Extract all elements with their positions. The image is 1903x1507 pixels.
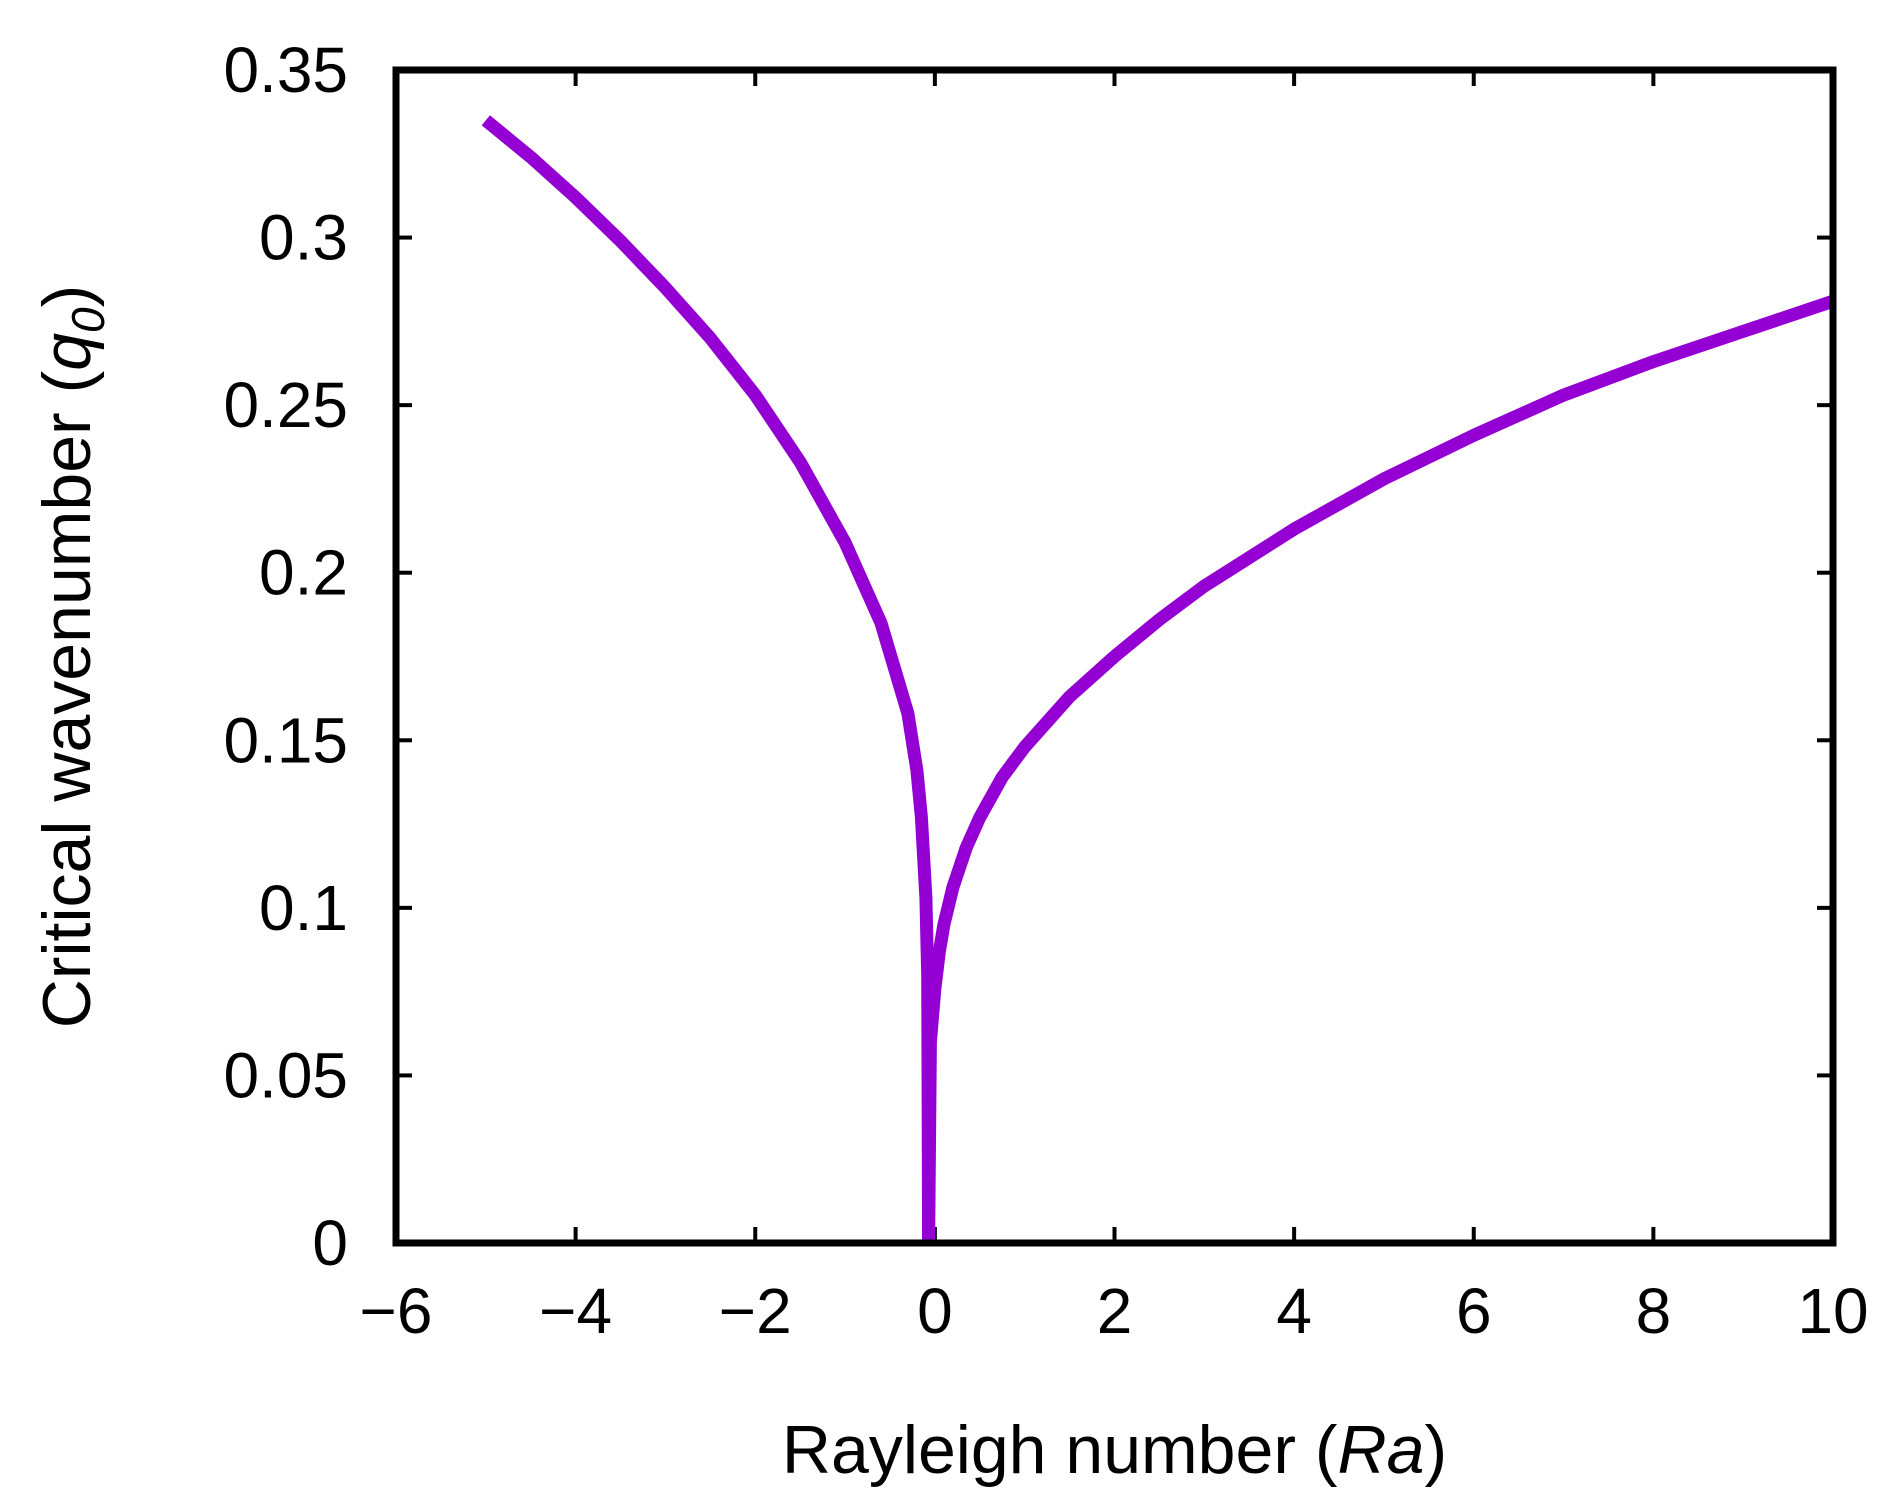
x-tick-label: 0 — [917, 1275, 953, 1347]
plot-frame — [392, 66, 1837, 1247]
x-tick-label: 6 — [1456, 1275, 1492, 1347]
y-tick-label: 0.15 — [223, 704, 348, 776]
y-tick-label: 0.25 — [223, 369, 348, 441]
x-tick-label: 2 — [1097, 1275, 1133, 1347]
x-tick-label: 10 — [1797, 1275, 1868, 1347]
x-tick-label: −4 — [539, 1275, 612, 1347]
y-tick-label: 0.05 — [223, 1039, 348, 1111]
y-axis-title-symbol: q — [29, 333, 105, 371]
x-axis-title-prefix: Rayleigh number ( — [782, 1412, 1338, 1488]
y-axis-title-subscript: 0 — [62, 307, 114, 333]
x-tick-label: −6 — [360, 1275, 433, 1347]
y-axis-title-suffix: ) — [29, 285, 105, 308]
y-tick-label: 0.3 — [259, 202, 348, 274]
y-axis-title-prefix: Critical wavenumber ( — [29, 370, 105, 1028]
series-line-segment-2 — [922, 295, 1836, 1244]
y-tick-label: 0.1 — [259, 872, 348, 944]
y-tick-label: 0.35 — [223, 34, 348, 106]
x-axis-title: Rayleigh number (Ra) — [782, 1412, 1447, 1488]
x-axis-title-symbol: Ra — [1338, 1412, 1425, 1488]
x-tick-label: 8 — [1636, 1275, 1672, 1347]
series-line-segment-1 — [481, 115, 936, 1244]
y-tick-label: 0.2 — [259, 537, 348, 609]
x-tick-label: −2 — [719, 1275, 792, 1347]
y-axis-title: Critical wavenumber (q0) — [29, 285, 114, 1029]
x-axis-title-suffix: ) — [1424, 1412, 1447, 1488]
x-tick-label: 4 — [1276, 1275, 1312, 1347]
y-tick-label: 0 — [312, 1207, 348, 1279]
